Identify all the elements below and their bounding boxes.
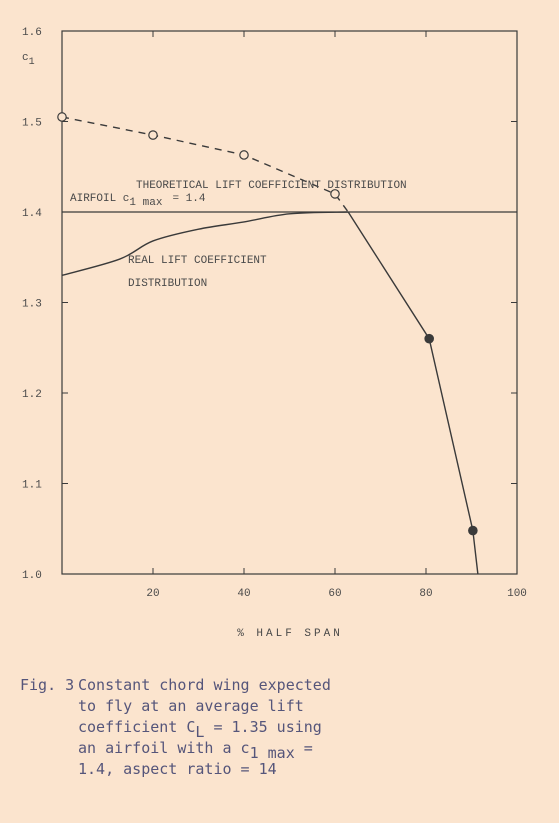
- series-line: [61, 211, 349, 277]
- data-point: [148, 130, 158, 140]
- y-axis-label-sub: 1: [29, 57, 35, 68]
- caption-line: an airfoil with a c1 max =: [78, 739, 313, 762]
- caption-sub: 1 max: [250, 744, 295, 762]
- x-tick-label: 80: [419, 588, 432, 600]
- caption-line: to fly at an average lift: [78, 697, 304, 715]
- data-point: [424, 333, 434, 344]
- caption-text: = 1.35 using: [204, 718, 321, 736]
- data-point: [330, 189, 340, 199]
- caption-text: Constant chord wing expected: [78, 676, 331, 694]
- data-point: [57, 112, 67, 122]
- y-tick-label: 1.5: [22, 118, 42, 130]
- x-tick-label: 60: [328, 588, 341, 600]
- caption-text: coefficient C: [78, 718, 195, 736]
- x-tick-label: 100: [507, 588, 527, 600]
- caption-figure: Fig. 3: [20, 676, 74, 694]
- y-tick-label: 1.2: [22, 389, 42, 401]
- y-tick-label: 1.1: [22, 480, 42, 492]
- y-tick-label: 1.0: [22, 570, 42, 582]
- reference-label-rest: = 1.4: [172, 193, 205, 205]
- series-line: [347, 211, 479, 575]
- reference-label: AIRFOIL c1 max = 1.4: [70, 193, 206, 209]
- annotation: DISTRIBUTION: [128, 278, 207, 290]
- data-point: [468, 525, 478, 536]
- y-tick-label: 1.6: [22, 27, 42, 39]
- annotation: THEORETICAL LIFT COEFFICIENT DISTRIBUTIO…: [136, 180, 407, 192]
- caption-line: coefficient CL = 1.35 using: [78, 718, 322, 741]
- reference-label-main: AIRFOIL c: [70, 193, 129, 205]
- caption-text: to fly at an average lift: [78, 697, 304, 715]
- data-point: [239, 150, 249, 160]
- caption-line: 1.4, aspect ratio = 14: [78, 760, 277, 778]
- y-tick-label: 1.3: [22, 299, 42, 311]
- x-tick-label: 40: [237, 588, 250, 600]
- reference-label-sub: 1 max: [129, 197, 162, 209]
- y-axis-label: c1: [22, 52, 35, 68]
- y-axis-label-main: c: [22, 52, 29, 64]
- caption-text: =: [295, 739, 313, 757]
- x-axis-label: % HALF SPAN: [237, 628, 343, 640]
- x-tick-label: 20: [146, 588, 159, 600]
- caption-text: an airfoil with a c: [78, 739, 250, 757]
- annotation: REAL LIFT COEFFICIENT: [128, 255, 267, 267]
- y-tick-label: 1.4: [22, 208, 42, 220]
- caption-line: Constant chord wing expected: [78, 676, 331, 694]
- caption-sub: L: [195, 723, 204, 741]
- caption-text: 1.4, aspect ratio = 14: [78, 760, 277, 778]
